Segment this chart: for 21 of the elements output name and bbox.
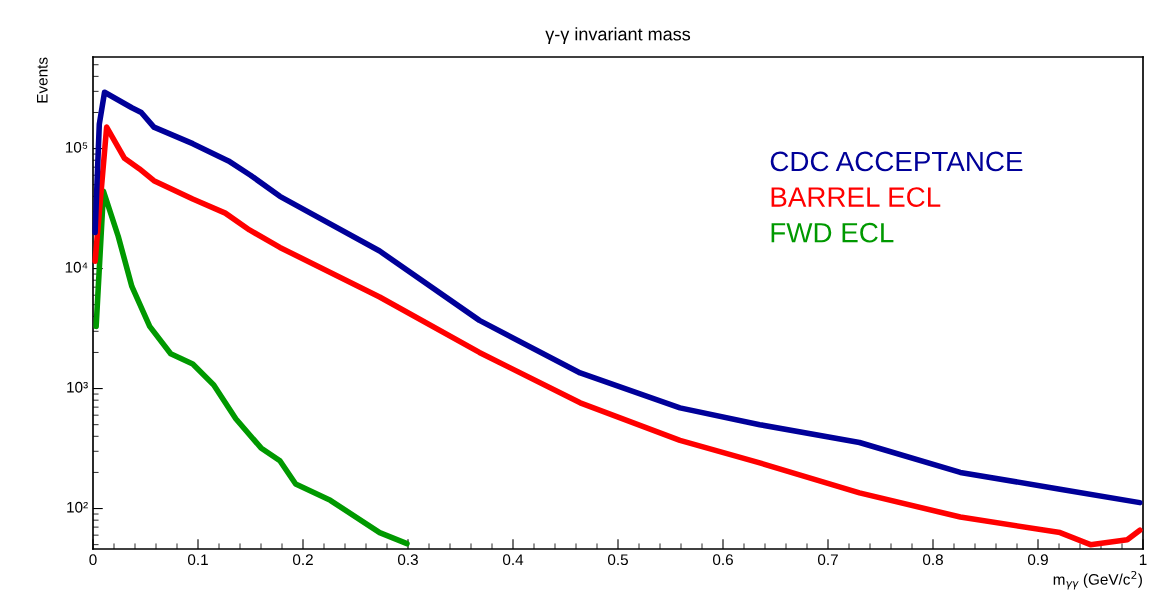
x-tick-label: 0.7 bbox=[817, 554, 838, 566]
x-tick-label: 0.6 bbox=[712, 554, 733, 566]
x-tick-label: 0.9 bbox=[1027, 554, 1048, 566]
y-tick-label: 10³ bbox=[67, 381, 88, 393]
x-tick-label: 0.4 bbox=[502, 554, 524, 566]
chart-title: γ-γ invariant mass bbox=[545, 27, 691, 45]
x-tick-label: 1 bbox=[1139, 554, 1147, 565]
text: FWD ECL bbox=[771, 222, 894, 243]
x-axis-title: m$_{γγ}$ (GeV/c$^{2}$) bbox=[1053, 570, 1142, 590]
y-axis-title: Events bbox=[37, 57, 48, 103]
x-tick-label: 0.3 bbox=[397, 554, 418, 566]
x-tick-label: 0.1 bbox=[187, 554, 208, 566]
x-tick-label: 0.5 bbox=[607, 554, 628, 566]
text: CDC ACCEPTANCE bbox=[770, 151, 1023, 172]
x-tick-label: 0.2 bbox=[292, 554, 313, 566]
y-tick-label: 10⁴ bbox=[65, 261, 88, 273]
x-tick-label: 0.8 bbox=[922, 554, 943, 566]
x-tick-label: 0 bbox=[89, 554, 97, 566]
text: BARREL ECL bbox=[771, 187, 941, 207]
y-tick-label: 10² bbox=[67, 501, 88, 513]
y-tick-label: 10⁵ bbox=[65, 141, 88, 153]
